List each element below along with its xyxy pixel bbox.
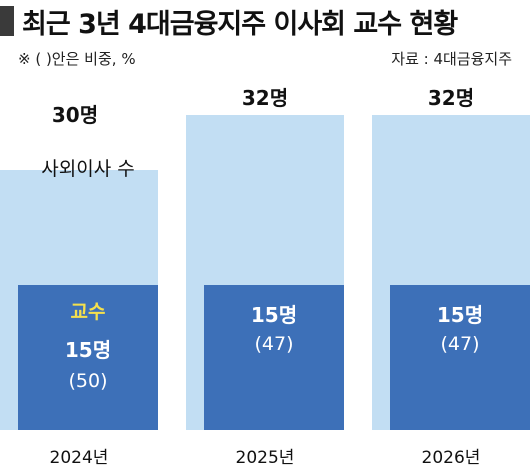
x-tick-label: 2026년 xyxy=(422,448,481,468)
professor-value-label: 15명 xyxy=(251,303,297,327)
x-tick-label: 2024년 xyxy=(50,448,109,468)
professor-bar xyxy=(204,285,344,430)
chart-source: 자료 : 4대금융지주 xyxy=(391,50,512,68)
professor-value-label: 15명 xyxy=(437,303,483,327)
professor-value-label: 15명 xyxy=(65,338,111,362)
x-tick-label: 2025년 xyxy=(236,448,295,468)
total-value-label: 32명 xyxy=(428,86,474,110)
total-value-label: 30명 xyxy=(52,103,98,127)
professor-bar xyxy=(18,285,158,430)
professor-share-label: (50) xyxy=(68,370,107,392)
title-accent-bar xyxy=(0,6,14,36)
professor-bar xyxy=(390,285,530,430)
professor-share-label: (47) xyxy=(440,333,479,355)
legend-professor-label: 교수 xyxy=(71,301,106,323)
chart-title: 최근 3년 4대금융지주 이사회 교수 현황 xyxy=(22,9,458,40)
legend-total-label: 사외이사 수 xyxy=(41,158,134,180)
professor-share-label: (47) xyxy=(254,333,293,355)
total-value-label: 32명 xyxy=(242,86,288,110)
chart-note: ※ ( )안은 비중, % xyxy=(18,50,136,68)
